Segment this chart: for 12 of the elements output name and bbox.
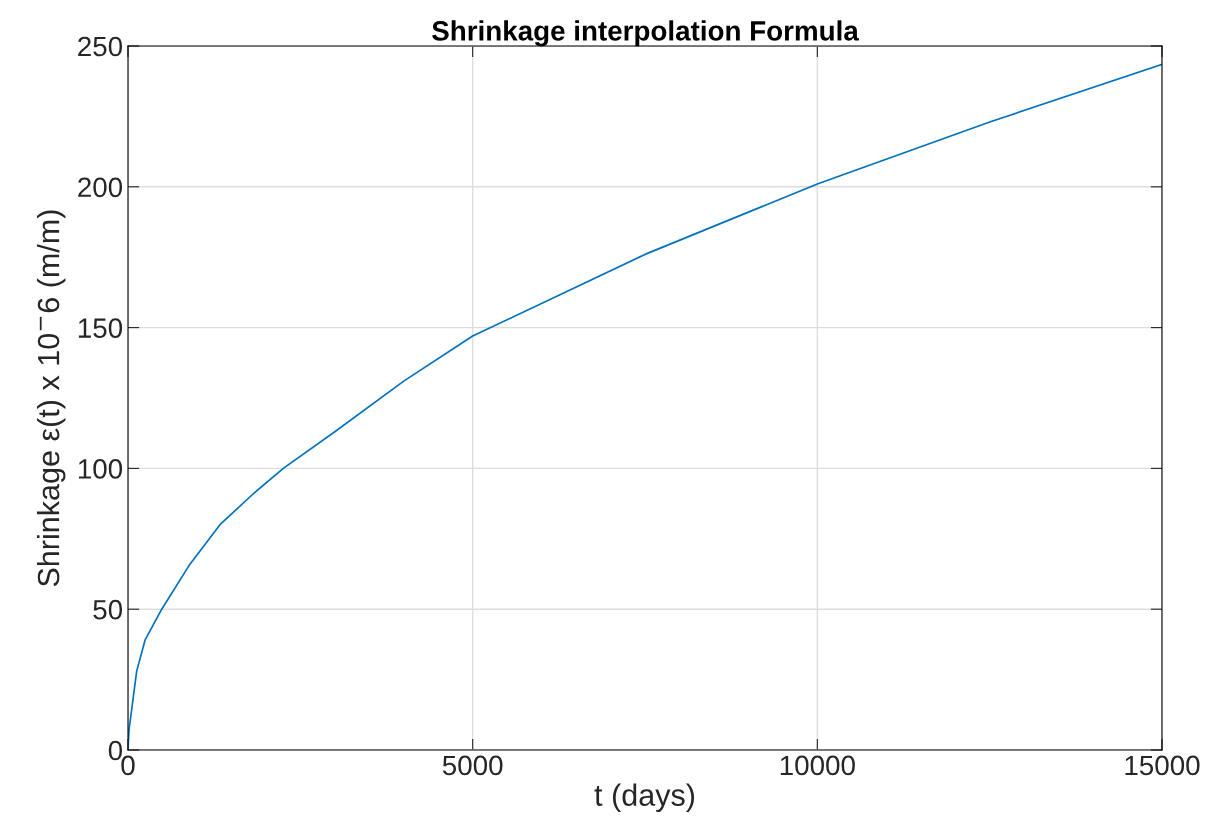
x-axis-title: t (days)	[594, 783, 695, 813]
y-tick-label: 150	[78, 318, 123, 338]
x-tick-label: 10000	[780, 755, 855, 776]
y-tick-label: 50	[93, 599, 123, 620]
y-tick-label: 0	[108, 740, 123, 761]
y-tick-label: 250	[78, 36, 123, 57]
chart-title: Shrinkage interpolation Formula	[432, 20, 859, 47]
x-tick-label: 15000	[1125, 755, 1200, 776]
y-tick-label: 200	[78, 177, 123, 198]
y-axis-title: Shrinkage ε(t) x 10$^{−}$6 (m/m)	[36, 210, 66, 587]
x-tick-label: 5000	[442, 755, 503, 776]
y-tick-label: 100	[78, 459, 123, 479]
